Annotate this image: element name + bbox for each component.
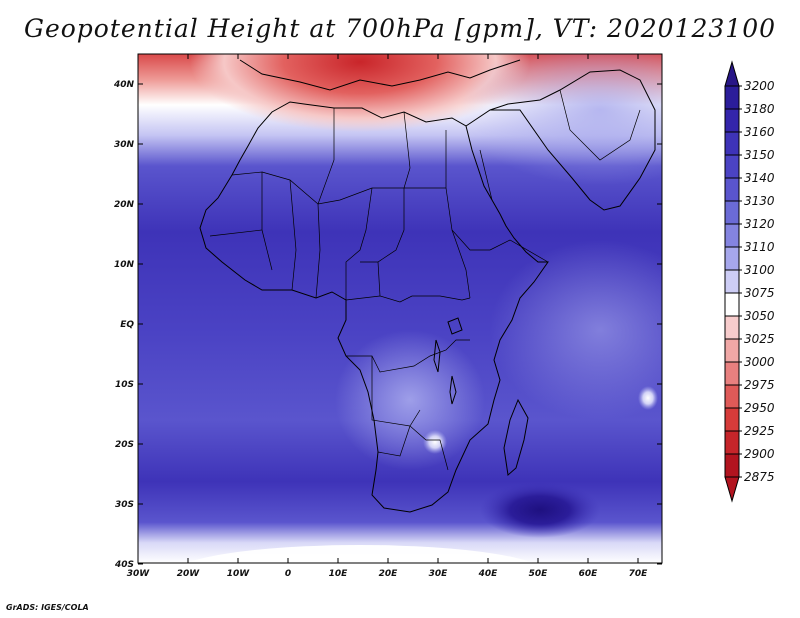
lon-tick-label: 10W [227, 569, 251, 579]
lon-tick-label: 30E [429, 569, 449, 579]
colorbar-bottom-arrow [724, 476, 740, 503]
colorbar-segment [724, 315, 740, 340]
colorbar-label: 3075 [744, 286, 775, 300]
colorbar-label: 2900 [744, 447, 775, 461]
colorbar-segment [724, 200, 740, 225]
lat-tick-label: 40N [113, 80, 135, 90]
colorbar-segment [724, 85, 740, 110]
colorbar-segment [724, 177, 740, 202]
highland-spot [423, 430, 447, 454]
north-low-region [190, 54, 530, 132]
lon-tick-label: 10E [329, 569, 349, 579]
colorbar-segment [724, 269, 740, 294]
lon-tick-label: 50E [529, 569, 549, 579]
colorbar-segment [724, 453, 740, 478]
colorbar-segment [724, 407, 740, 432]
lat-tick-label: 40S [114, 560, 134, 570]
longitude-axis: 30W 20W 10W 0 10E 20E 30E 40E 50E 60E 70E [127, 54, 648, 579]
lat-tick-label: 10N [114, 260, 135, 270]
colorbar-label: 3140 [744, 171, 775, 185]
colorbar-segment [724, 108, 740, 133]
ocean-spot [638, 386, 658, 410]
lat-tick-label: 20S [115, 440, 134, 450]
lon-tick-label: 0 [285, 569, 291, 579]
indian-ocean-light-region [490, 240, 662, 420]
lat-tick-label: 20N [114, 200, 135, 210]
coastlines [199, 59, 656, 513]
colorbar-label: 3160 [744, 125, 775, 139]
lon-tick-label: 20W [177, 569, 201, 579]
lat-tick-label: EQ [120, 320, 134, 330]
colorbar-label: 3130 [744, 194, 775, 208]
colorbar-segment [724, 361, 740, 386]
map-frame [137, 53, 663, 564]
chart-title: Geopotential Height at 700hPa [gpm], VT:… [23, 14, 777, 43]
colorbar-label: 2950 [744, 401, 775, 415]
lon-tick-label: 70E [629, 569, 649, 579]
southern-africa-light-region [335, 330, 485, 470]
colorbar-label: 3050 [744, 309, 775, 323]
lakes [433, 317, 463, 405]
latitude-axis: 40N 30N 20N 10N EQ 10S 20S 30S 40S [113, 80, 662, 570]
lon-tick-label: 30W [127, 569, 151, 579]
colorbar-label: 3110 [744, 240, 775, 254]
south-low-edge [230, 568, 490, 612]
colorbar: 3200 3180 3160 3150 3140 3130 3120 3110 3100 3075… [724, 60, 775, 503]
colorbar-segment [724, 430, 740, 455]
lon-tick-label: 60E [579, 569, 599, 579]
footer-credit: GrADS: IGES/COLA [6, 603, 89, 612]
colorbar-label: 2925 [744, 424, 775, 438]
colorbar-segment [724, 246, 740, 271]
colorbar-label: 3180 [744, 102, 775, 116]
lake-tanganyika [433, 339, 441, 373]
colorbar-label: 3025 [744, 332, 775, 346]
colorbar-segment [724, 131, 740, 156]
colorbar-label: 2975 [744, 378, 775, 392]
colorbar-label: 2875 [744, 470, 775, 484]
colorbar-segment [724, 292, 740, 317]
lon-tick-label: 40E [478, 569, 499, 579]
lat-tick-label: 30S [115, 500, 134, 510]
borders [209, 89, 641, 471]
south-low-region [185, 545, 535, 563]
colorbar-label: 3100 [744, 263, 775, 277]
height-field [138, 54, 662, 612]
colorbar-segment [724, 223, 740, 248]
colorbar-label: 3150 [744, 148, 775, 162]
south-high-region [480, 482, 600, 538]
colorbar-segment [724, 384, 740, 409]
colorbar-segment [724, 154, 740, 179]
lat-tick-label: 10S [115, 380, 134, 390]
lake-malawi [449, 375, 457, 405]
colorbar-label: 3120 [744, 217, 775, 231]
colorbar-segment [724, 338, 740, 363]
colorbar-label: 3200 [744, 79, 775, 93]
colorbar-top-arrow [724, 60, 740, 87]
lat-tick-label: 30N [114, 140, 135, 150]
lon-tick-label: 20E [379, 569, 399, 579]
colorbar-label: 3000 [744, 355, 775, 369]
lake-victoria [447, 317, 463, 335]
